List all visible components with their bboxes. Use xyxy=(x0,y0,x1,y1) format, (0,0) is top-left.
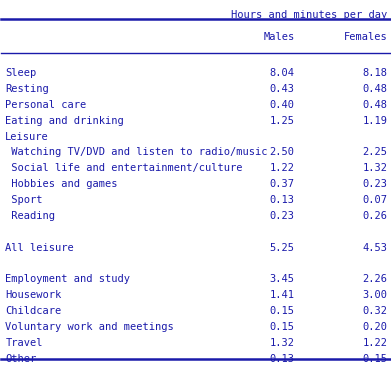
Text: Hobbies and games: Hobbies and games xyxy=(5,179,118,189)
Text: 0.15: 0.15 xyxy=(363,354,387,364)
Text: 1.32: 1.32 xyxy=(363,163,387,173)
Text: 0.43: 0.43 xyxy=(269,84,294,94)
Text: Resting: Resting xyxy=(5,84,49,94)
Text: 8.04: 8.04 xyxy=(269,68,294,78)
Text: 0.23: 0.23 xyxy=(269,211,294,221)
Text: 3.45: 3.45 xyxy=(269,275,294,284)
Text: 4.53: 4.53 xyxy=(363,243,387,253)
Text: 1.25: 1.25 xyxy=(269,116,294,126)
Text: 1.41: 1.41 xyxy=(269,290,294,300)
Text: Sleep: Sleep xyxy=(5,68,36,78)
Text: Females: Females xyxy=(344,32,387,42)
Text: 8.18: 8.18 xyxy=(363,68,387,78)
Text: Travel: Travel xyxy=(5,338,43,348)
Text: Personal care: Personal care xyxy=(5,100,86,110)
Text: 0.32: 0.32 xyxy=(363,306,387,316)
Text: Leisure: Leisure xyxy=(5,132,49,142)
Text: 1.22: 1.22 xyxy=(269,163,294,173)
Text: Employment and study: Employment and study xyxy=(5,275,130,284)
Text: 1.32: 1.32 xyxy=(269,338,294,348)
Text: All leisure: All leisure xyxy=(5,243,74,253)
Text: 0.37: 0.37 xyxy=(269,179,294,189)
Text: 2.25: 2.25 xyxy=(363,148,387,157)
Text: Social life and entertainment/culture: Social life and entertainment/culture xyxy=(5,163,243,173)
Text: 1.22: 1.22 xyxy=(363,338,387,348)
Text: 0.20: 0.20 xyxy=(363,322,387,332)
Text: 1.19: 1.19 xyxy=(363,116,387,126)
Text: 0.48: 0.48 xyxy=(363,84,387,94)
Text: 0.15: 0.15 xyxy=(269,306,294,316)
Text: Housework: Housework xyxy=(5,290,61,300)
Text: Hours and minutes per day: Hours and minutes per day xyxy=(231,10,387,21)
Text: 5.25: 5.25 xyxy=(269,243,294,253)
Text: Voluntary work and meetings: Voluntary work and meetings xyxy=(5,322,174,332)
Text: 0.26: 0.26 xyxy=(363,211,387,221)
Text: 0.07: 0.07 xyxy=(363,195,387,205)
Text: 3.00: 3.00 xyxy=(363,290,387,300)
Text: Sport: Sport xyxy=(5,195,43,205)
Text: 0.40: 0.40 xyxy=(269,100,294,110)
Text: 2.26: 2.26 xyxy=(363,275,387,284)
Text: Watching TV/DVD and listen to radio/music: Watching TV/DVD and listen to radio/musi… xyxy=(5,148,268,157)
Text: 0.48: 0.48 xyxy=(363,100,387,110)
Text: 0.23: 0.23 xyxy=(363,179,387,189)
Text: Reading: Reading xyxy=(5,211,55,221)
Text: Childcare: Childcare xyxy=(5,306,61,316)
Text: Males: Males xyxy=(263,32,294,42)
Text: Eating and drinking: Eating and drinking xyxy=(5,116,124,126)
Text: 0.13: 0.13 xyxy=(269,354,294,364)
Text: 0.15: 0.15 xyxy=(269,322,294,332)
Text: 0.13: 0.13 xyxy=(269,195,294,205)
Text: Other: Other xyxy=(5,354,36,364)
Text: 2.50: 2.50 xyxy=(269,148,294,157)
